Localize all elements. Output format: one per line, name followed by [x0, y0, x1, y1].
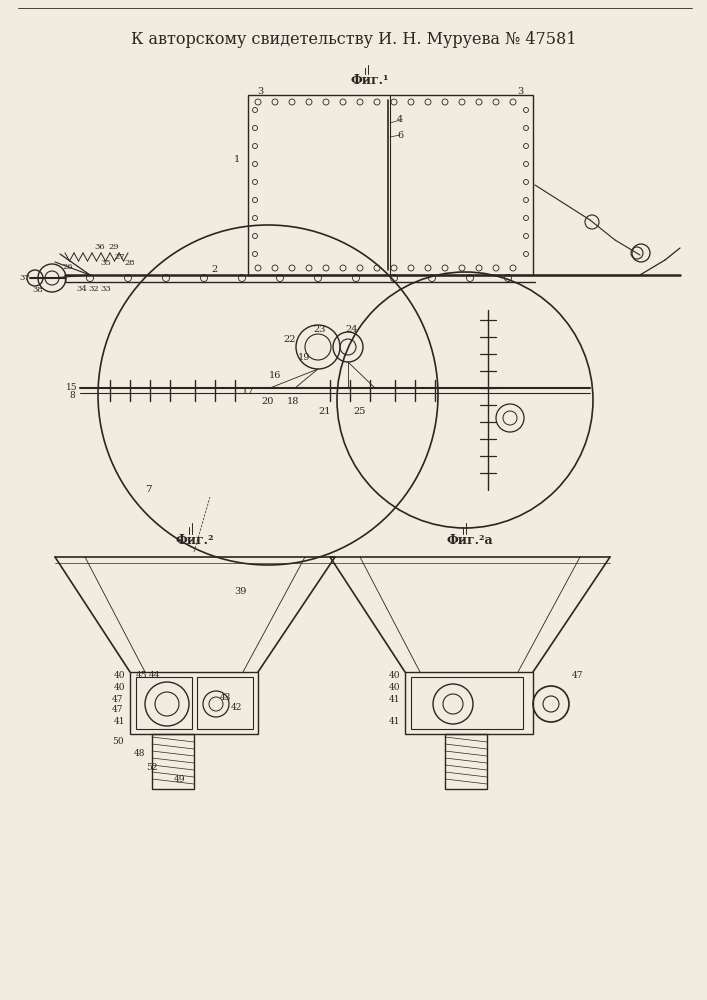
Text: 43: 43	[219, 692, 230, 702]
Text: 25: 25	[354, 408, 366, 416]
Text: 40: 40	[115, 670, 126, 680]
Text: 47: 47	[572, 670, 584, 680]
Text: 27: 27	[115, 253, 125, 261]
Bar	[248, 95, 533, 275]
Text: 45: 45	[136, 670, 148, 680]
Text: 37: 37	[20, 274, 30, 282]
Text: 28: 28	[124, 259, 135, 267]
Text: 2: 2	[212, 264, 218, 273]
Text: 29: 29	[109, 243, 119, 251]
Text: 6: 6	[397, 130, 403, 139]
Text: 40: 40	[390, 684, 401, 692]
Text: 34: 34	[76, 285, 88, 293]
Bar	[445, 734, 487, 789]
Text: 40: 40	[115, 684, 126, 692]
Text: 1: 1	[234, 155, 240, 164]
Text: 8: 8	[69, 391, 75, 400]
Text: 44: 44	[149, 670, 160, 680]
Text: 17: 17	[242, 386, 255, 395]
Text: 23: 23	[314, 326, 326, 334]
Bar	[411, 677, 523, 729]
Text: 7: 7	[145, 486, 151, 494]
Bar	[197, 677, 253, 729]
Text: Фиг.²а: Фиг.²а	[447, 534, 493, 546]
Text: 48: 48	[134, 750, 146, 758]
Text: 21: 21	[319, 408, 332, 416]
Text: 20: 20	[262, 396, 274, 406]
Text: 50: 50	[112, 738, 124, 746]
Text: 40: 40	[390, 670, 401, 680]
Text: 26: 26	[63, 263, 74, 271]
Bar	[152, 734, 194, 789]
Text: 3: 3	[257, 87, 263, 96]
Text: 41: 41	[115, 718, 126, 726]
Text: 42: 42	[230, 702, 242, 712]
Bar	[130, 672, 258, 734]
Text: Фиг.¹: Фиг.¹	[351, 74, 390, 87]
Text: 16: 16	[269, 370, 281, 379]
Text: 3: 3	[517, 87, 523, 96]
Text: 52: 52	[146, 762, 158, 772]
Text: 41: 41	[390, 696, 401, 704]
Text: 32: 32	[88, 285, 99, 293]
Text: 41: 41	[390, 718, 401, 726]
Text: 24: 24	[346, 326, 358, 334]
Text: 22: 22	[284, 336, 296, 344]
Text: 33: 33	[100, 285, 112, 293]
Text: К авторскому свидетельству И. Н. Муруева № 47581: К авторскому свидетельству И. Н. Муруева…	[132, 31, 577, 48]
Text: 35: 35	[100, 259, 112, 267]
Text: 36: 36	[95, 243, 105, 251]
Text: 15: 15	[66, 383, 78, 392]
Text: 49: 49	[174, 776, 186, 784]
Text: 47: 47	[112, 706, 124, 714]
Bar	[405, 672, 533, 734]
Text: 19: 19	[298, 354, 310, 362]
Text: 47: 47	[112, 696, 124, 704]
Text: 4: 4	[397, 115, 403, 124]
Text: 39: 39	[234, 587, 246, 596]
Text: 18: 18	[287, 396, 299, 406]
Text: 38: 38	[33, 286, 43, 294]
Bar	[136, 677, 192, 729]
Text: Фиг.²: Фиг.²	[176, 534, 214, 546]
